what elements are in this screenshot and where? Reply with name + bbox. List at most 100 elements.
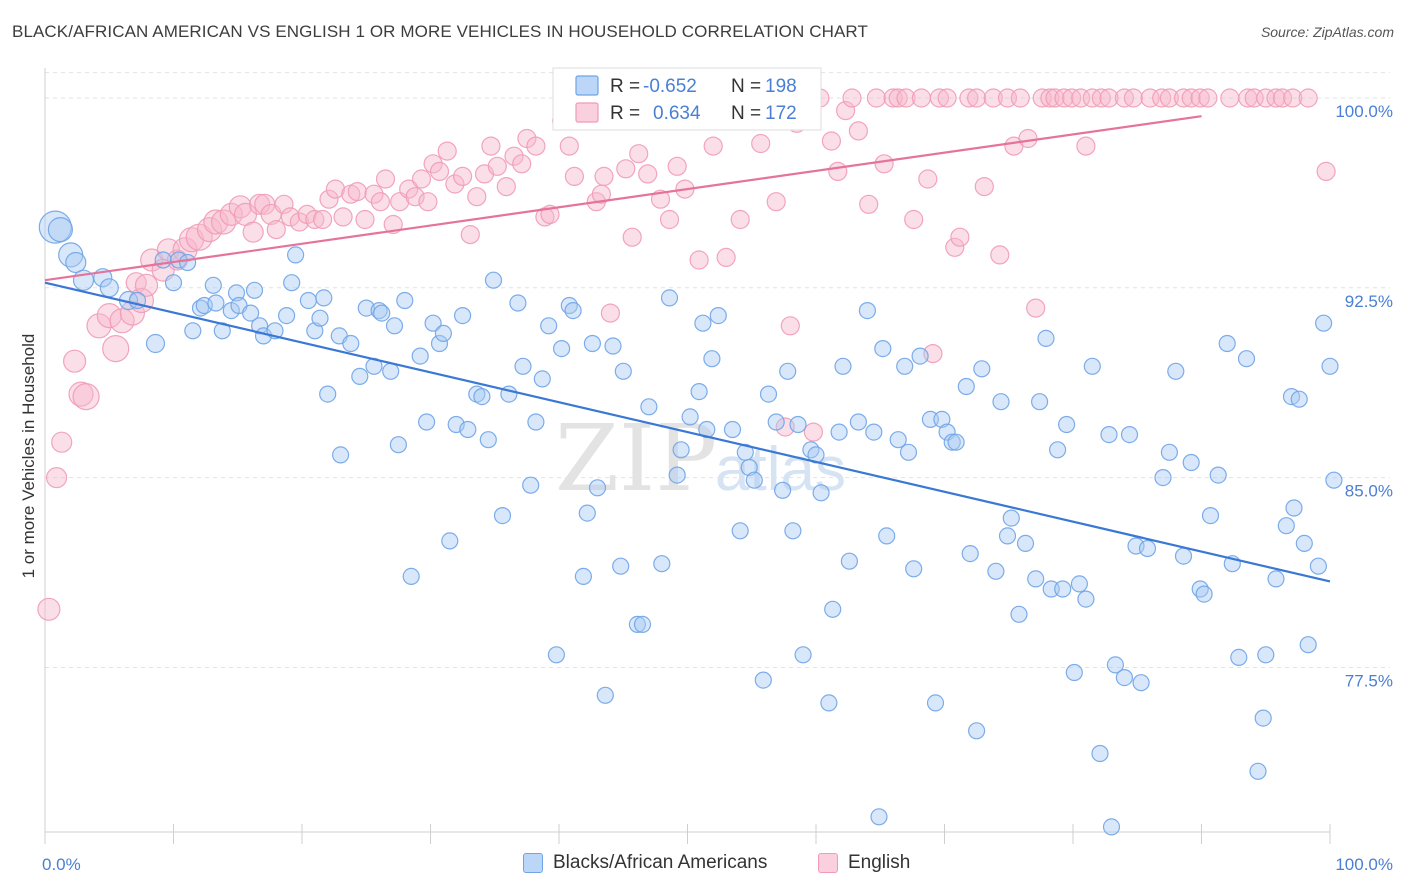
english-point-155 (1198, 88, 1218, 108)
blacks-point-91 (694, 314, 712, 332)
english-point-90 (689, 250, 709, 270)
y-axis-label: 1 or more Vehicles in Household (19, 334, 38, 579)
blacks-point-17 (204, 276, 222, 294)
legend-blue-r-value: -0.652 (643, 76, 697, 97)
english-point-152 (1173, 88, 1194, 108)
blacks-point-25 (251, 317, 269, 335)
english-point-101 (766, 192, 786, 212)
english-point-130 (983, 88, 1003, 108)
blacks-point-51 (424, 314, 442, 332)
english-point-53 (423, 154, 443, 174)
english-point-24 (219, 202, 243, 226)
blacks-point-35 (319, 385, 337, 403)
blacks-point-90 (690, 383, 708, 401)
blacks-point-73 (564, 302, 582, 320)
blacks-point-82 (628, 615, 647, 634)
blacks-point-0 (38, 210, 72, 244)
blacks-point-135 (967, 722, 986, 740)
english-point-43 (355, 209, 375, 230)
english-point-128 (966, 88, 987, 108)
blacks-point-189 (1325, 471, 1343, 489)
blacks-point-52 (430, 334, 449, 353)
english-point-63 (496, 177, 516, 197)
blacks-point-185 (1299, 636, 1317, 654)
blacks-point-18 (207, 294, 225, 312)
blacks-point-113 (830, 423, 848, 441)
blacks-point-161 (1132, 674, 1150, 692)
english-point-108 (821, 131, 842, 151)
blacks-point-87 (668, 466, 686, 484)
english-point-3 (62, 349, 87, 373)
series-legend-item-blacks: Blacks/African Americans (523, 852, 767, 874)
english-point-127 (959, 88, 979, 108)
english-point-49 (399, 179, 419, 199)
blacks-point-128 (926, 694, 945, 712)
chart-title: BLACK/AFRICAN AMERICAN VS ENGLISH 1 OR M… (12, 22, 868, 41)
english-point-83 (638, 164, 658, 184)
english-point-42 (347, 182, 367, 202)
english-point-156 (1220, 88, 1240, 108)
english-point-96 (730, 209, 750, 230)
blacks-point-43 (373, 304, 391, 322)
english-point-86 (659, 209, 680, 230)
blacks-point-93 (703, 350, 721, 368)
y-tick-label-2: 85.0% (1345, 482, 1393, 501)
blacks-point-70 (547, 646, 566, 664)
blacks-trendline (44, 281, 1331, 583)
english-point-158 (1244, 88, 1264, 108)
blacks-point-103 (773, 481, 792, 499)
blacks-point-188 (1321, 357, 1339, 375)
english-point-22 (203, 209, 229, 235)
y-tick-label-1: 92.5% (1345, 292, 1393, 311)
blacks-point-136 (973, 360, 991, 378)
english-point-37 (313, 209, 333, 230)
blacks-point-59 (473, 388, 491, 406)
english-point-45 (370, 192, 390, 212)
blacks-point-88 (672, 441, 690, 459)
english-point-136 (1026, 298, 1046, 318)
blacks-point-184 (1295, 534, 1313, 553)
english-point-61 (481, 136, 501, 156)
english-point-36 (305, 209, 325, 230)
x-tick-label-1: 100.0% (1335, 855, 1393, 874)
blacks-point-66 (522, 476, 540, 494)
blacks-point-99 (745, 471, 763, 489)
english-point-68 (535, 207, 555, 227)
blacks-point-162 (1138, 539, 1157, 558)
english-point-115 (874, 154, 894, 174)
english-point-125 (945, 237, 965, 257)
blacks-point-13 (179, 253, 197, 272)
english-point-5 (72, 383, 100, 411)
english-point-154 (1190, 88, 1210, 108)
english-point-50 (405, 187, 425, 207)
series-legend: Blacks/African Americans English (0, 852, 1406, 882)
blacks-point-121 (878, 527, 896, 545)
blacks-point-132 (947, 433, 965, 451)
blacks-point-108 (802, 441, 820, 459)
english-point-110 (835, 100, 856, 121)
blacks-point-159 (1120, 426, 1139, 444)
english-point-7 (96, 303, 122, 329)
legend-pink-n-label: N = (731, 103, 761, 124)
english-point-146 (1099, 88, 1119, 108)
blacks-point-169 (1195, 585, 1213, 603)
blacks-point-101 (759, 385, 778, 403)
english-point-65 (512, 154, 532, 174)
english-point-80 (616, 159, 636, 179)
axes (44, 68, 1331, 844)
english-point-163 (1298, 88, 1318, 108)
blacks-point-102 (767, 413, 785, 431)
blacks-point-187 (1314, 314, 1333, 332)
blacks-point-156 (1102, 818, 1121, 836)
blacks-point-95 (723, 420, 742, 439)
blacks-point-155 (1100, 426, 1118, 444)
english-point-87 (667, 156, 687, 176)
chart-source: Source: ZipAtlas.com (1260, 24, 1394, 40)
gridlines (45, 72, 1390, 668)
blacks-point-152 (1077, 590, 1095, 608)
english-point-34 (289, 212, 309, 232)
series-legend-blue-swatch (523, 853, 543, 873)
english-point-8 (102, 335, 130, 363)
english-point-81 (622, 227, 642, 247)
blacks-point-100 (754, 671, 772, 689)
